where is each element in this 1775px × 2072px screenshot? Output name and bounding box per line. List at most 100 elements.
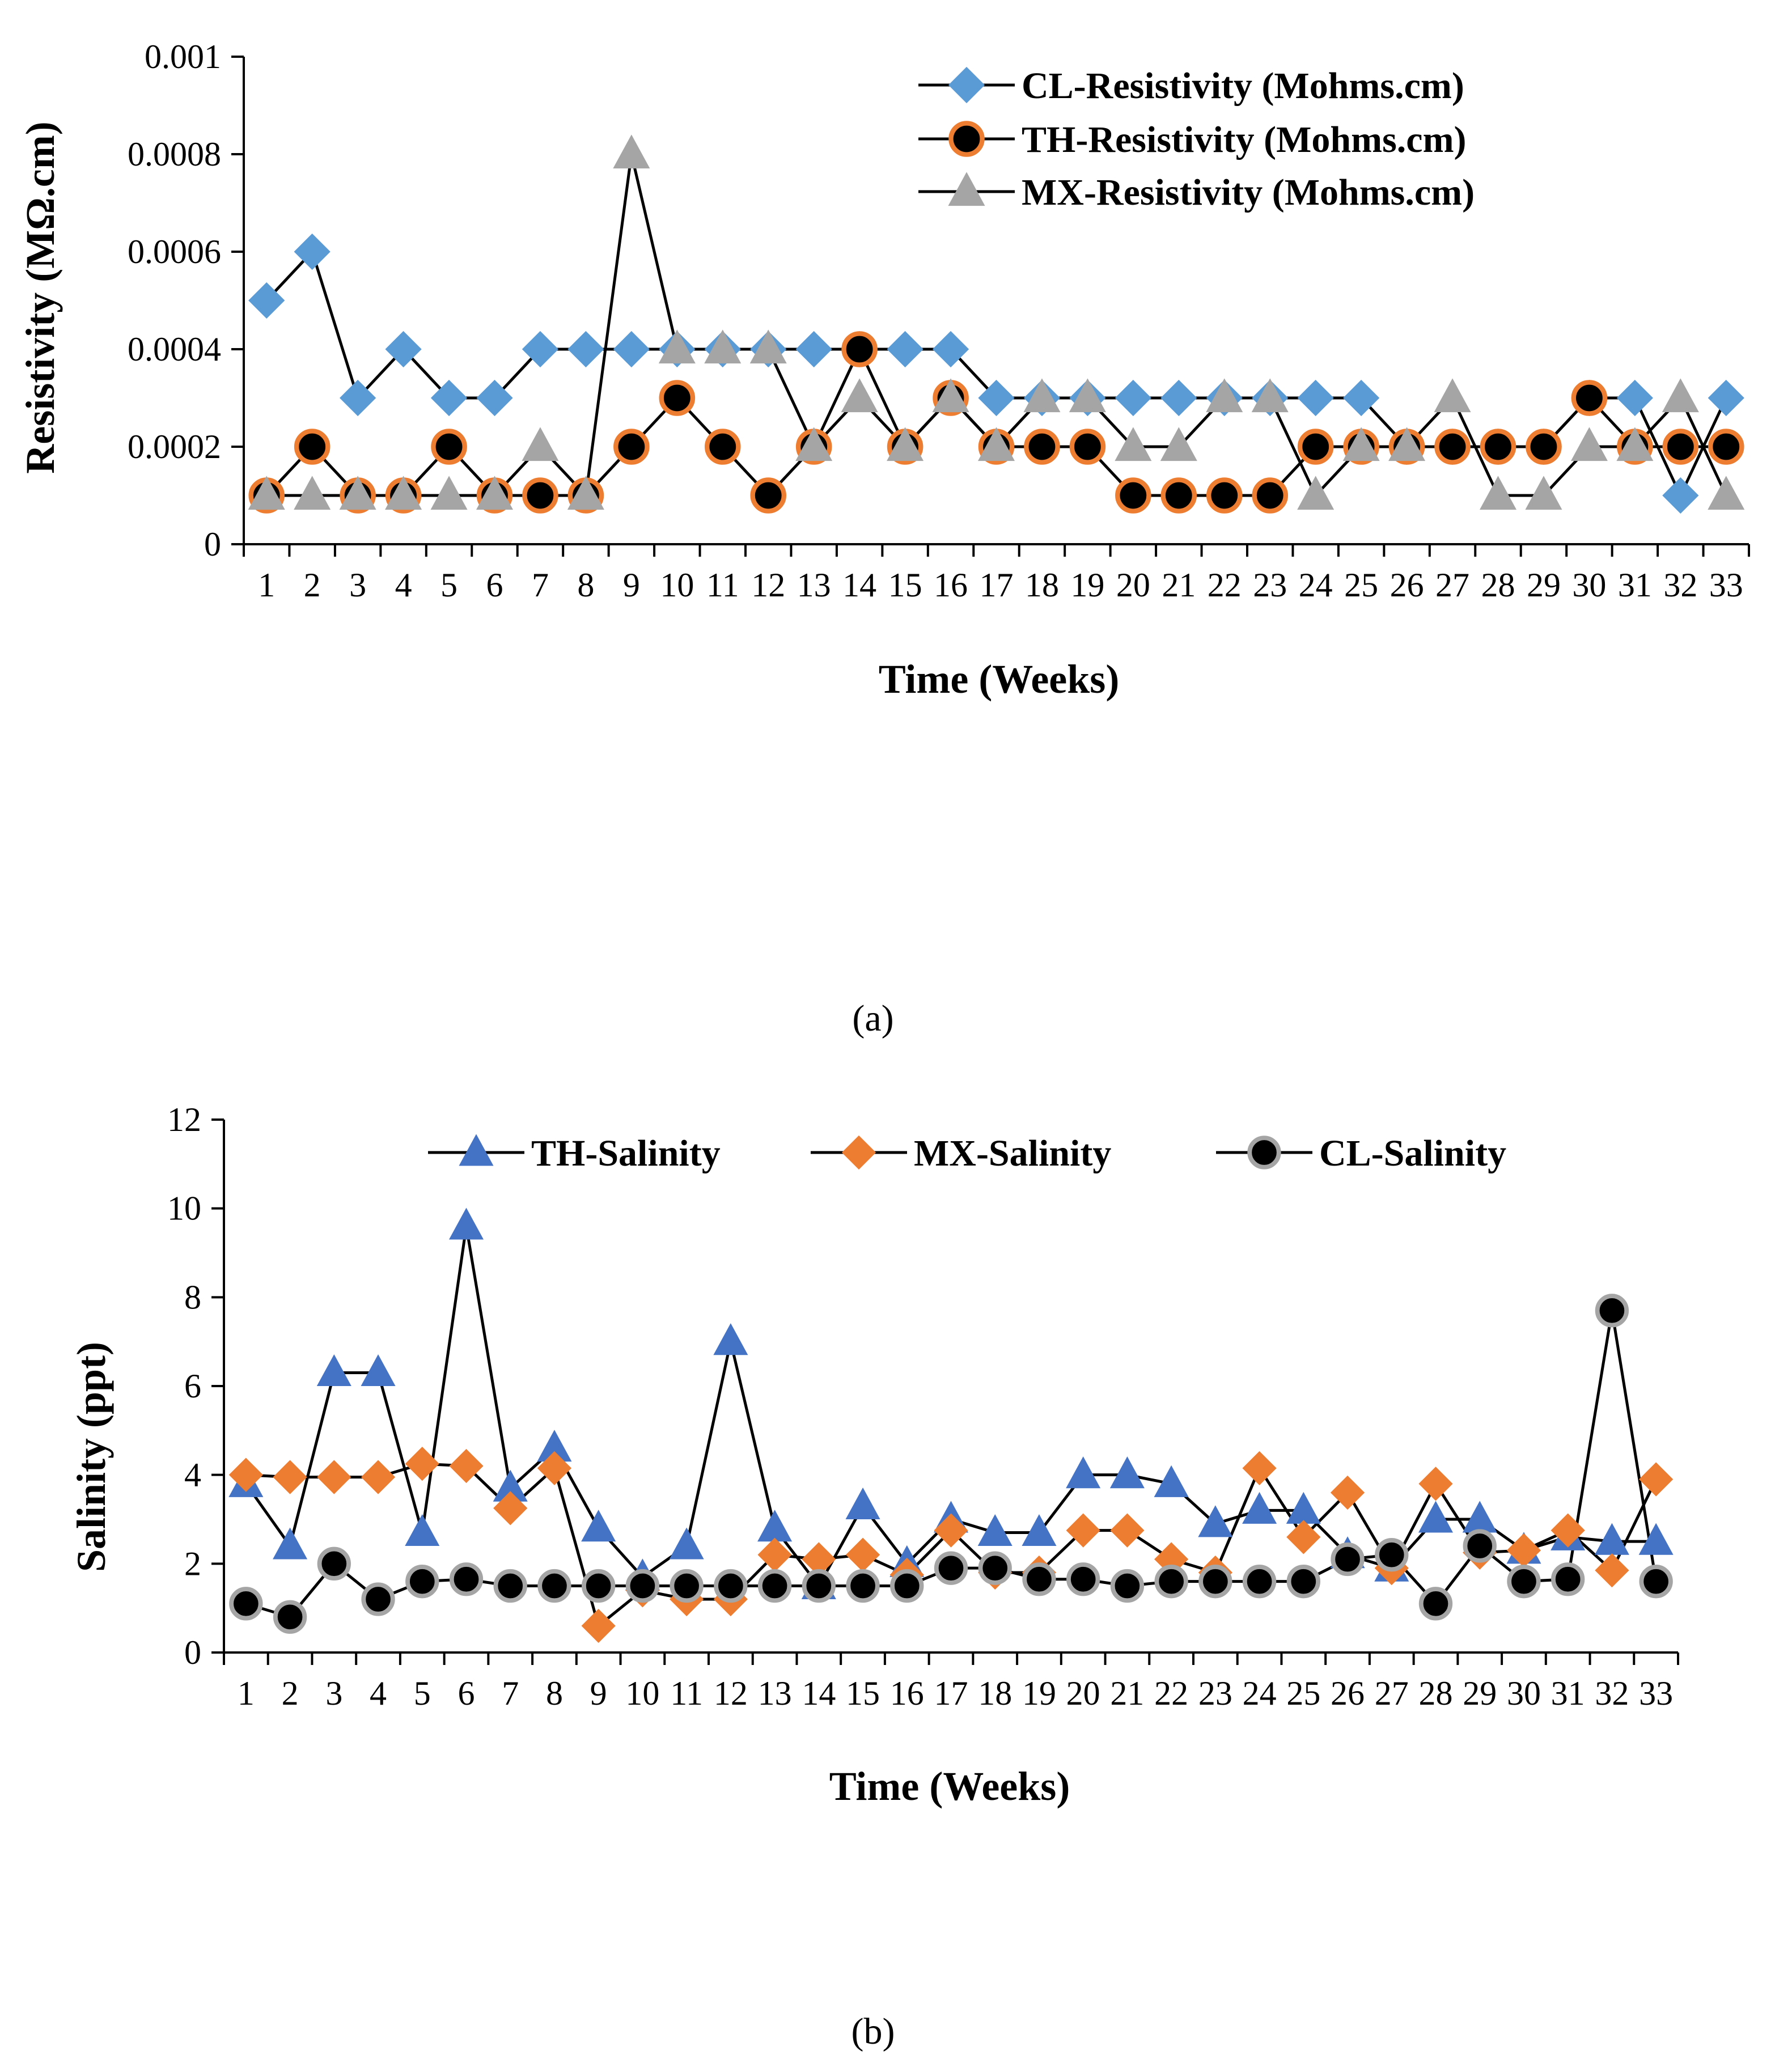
data-point (581, 1608, 616, 1643)
x-axis-title: Time (Weeks) (829, 1764, 1070, 1809)
data-point (1069, 429, 1106, 465)
data-point (1616, 379, 1653, 417)
data-point (934, 1551, 968, 1585)
x-tick-label: 23 (1253, 566, 1287, 604)
x-tick-label: 26 (1331, 1675, 1365, 1712)
x-tick-label: 7 (502, 1675, 519, 1712)
x-tick-label: 32 (1595, 1675, 1629, 1712)
x-tick-label: 6 (486, 566, 503, 604)
x-tick-label: 24 (1243, 1675, 1277, 1712)
x-tick-label: 22 (1208, 566, 1242, 604)
legend-marker (459, 1134, 494, 1166)
data-point (228, 1457, 263, 1492)
y-tick-label: 0.0004 (128, 330, 221, 368)
data-point (537, 1569, 571, 1603)
data-point (1331, 1542, 1365, 1577)
series-line (265, 346, 1726, 498)
data-point (1069, 378, 1106, 413)
data-point (613, 429, 650, 465)
x-tick-label: 25 (1286, 1675, 1320, 1712)
legend: CL-Resistivity (Mohms.cm) TH-Resistivity … (918, 65, 1475, 213)
data-point (1154, 1465, 1189, 1497)
data-point (1418, 1467, 1453, 1501)
data-point (669, 1527, 704, 1560)
x-tick-label: 28 (1481, 566, 1515, 604)
legend-marker (1247, 1135, 1281, 1170)
x-tick-label: 2 (282, 1675, 299, 1712)
data-point (567, 476, 604, 510)
legend: TH-Salinity MX-Salinity CL-Salinity (428, 1133, 1506, 1174)
legend-marker (948, 121, 985, 157)
data-point (1616, 427, 1654, 461)
data-point (1206, 378, 1243, 413)
x-tick-label: 12 (714, 1675, 748, 1712)
data-point (273, 1527, 308, 1560)
data-point (1286, 1520, 1321, 1554)
data-point (522, 330, 559, 368)
data-point (361, 1582, 395, 1616)
data-point (613, 330, 650, 368)
data-point (704, 329, 742, 364)
data-point (659, 380, 696, 416)
x-tick-label: 23 (1198, 1675, 1232, 1712)
data-point (1551, 1562, 1585, 1596)
x-tick-label: 27 (1435, 566, 1469, 604)
data-point (1551, 1513, 1585, 1548)
data-point (1252, 477, 1289, 514)
data-point (1251, 378, 1289, 413)
data-point (1198, 1505, 1233, 1537)
data-point (1242, 1491, 1277, 1524)
x-tick-label: 11 (706, 566, 739, 604)
data-point (1024, 429, 1060, 465)
y-tick-label: 8 (184, 1278, 201, 1316)
data-point (405, 1564, 439, 1599)
data-point (795, 330, 832, 368)
data-point (1343, 379, 1380, 417)
data-point (1708, 379, 1744, 417)
caption-a: (a) (852, 998, 893, 1039)
data-point (1206, 477, 1243, 514)
data-point (1342, 427, 1380, 461)
data-point (273, 1460, 307, 1494)
data-point (1297, 379, 1334, 417)
data-point (449, 1448, 484, 1484)
data-point (1198, 1564, 1232, 1599)
data-point (1022, 1562, 1056, 1596)
series-group (228, 1207, 1674, 1643)
legend-label: MX-Salinity (914, 1133, 1111, 1174)
x-tick-label: 30 (1507, 1675, 1541, 1712)
data-point (658, 329, 696, 364)
data-point (1662, 378, 1699, 413)
y-tick-label: 10 (167, 1190, 201, 1227)
data-point (567, 330, 604, 368)
caption-b: (b) (852, 2011, 895, 2052)
data-point (316, 1354, 351, 1387)
data-point (932, 330, 969, 368)
data-point (361, 1460, 396, 1494)
data-point (405, 1446, 439, 1481)
x-tick-label: 5 (440, 566, 457, 604)
data-point (405, 1514, 440, 1546)
y-tick-label: 0 (184, 1634, 201, 1671)
data-point (1507, 1564, 1541, 1599)
x-tick-label: 29 (1527, 566, 1561, 604)
data-point (1708, 476, 1745, 510)
x-tick-label: 1 (238, 1675, 255, 1712)
y-axis-title: Resistivity (MΩ.cm) (18, 121, 63, 473)
legend-label: MX-Resistivity (Mohms.cm) (1022, 172, 1475, 213)
x-tick-label: 16 (934, 566, 968, 604)
legend-label: TH-Resistivity (Mohms.cm) (1022, 119, 1467, 160)
data-point (1463, 1529, 1497, 1563)
data-point (1434, 429, 1471, 465)
data-point (1110, 1569, 1145, 1603)
data-point (1375, 1537, 1409, 1572)
x-tick-label: 17 (934, 1675, 968, 1712)
data-point (431, 429, 467, 465)
series-group (248, 134, 1745, 514)
data-point (537, 1451, 572, 1486)
data-point (522, 477, 558, 514)
data-point (887, 427, 924, 461)
data-point (1418, 1501, 1454, 1533)
